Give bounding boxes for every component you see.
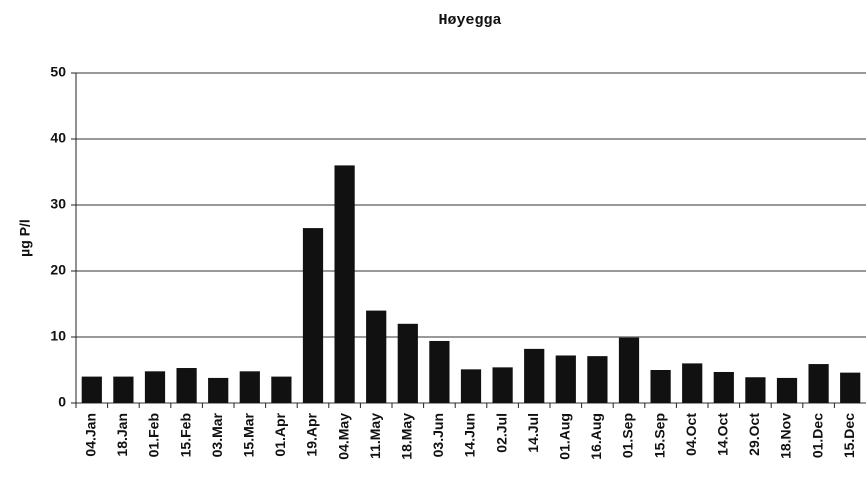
x-tick-label: 15.Sep [651, 413, 667, 458]
x-tick-label: 03.Mar [209, 412, 225, 457]
bar [176, 368, 197, 403]
bar [776, 377, 798, 403]
y-tick-label: 50 [50, 64, 66, 80]
bar [618, 337, 640, 403]
bar [366, 310, 387, 403]
x-tick-label: 14.Jun [462, 413, 478, 457]
bar [460, 369, 482, 403]
bar [650, 370, 671, 403]
y-tick-label: 40 [50, 130, 66, 146]
y-tick-label: 20 [50, 262, 66, 278]
bar [81, 376, 102, 403]
x-tick-label: 15.Feb [177, 413, 193, 457]
bar [524, 348, 545, 403]
x-tick-label: 18.Nov [778, 413, 794, 459]
chart-title: Høyegga [438, 12, 501, 29]
bar [239, 371, 260, 403]
x-tick-label: 01.Apr [272, 412, 288, 456]
bar [808, 364, 829, 403]
x-tick-label: 11.May [367, 413, 383, 459]
bar [555, 355, 576, 403]
x-tick-label: 16.Aug [588, 413, 604, 460]
bar [397, 323, 418, 403]
x-tick-label: 01.Sep [620, 413, 636, 458]
x-tick-label: 19.Apr [304, 412, 320, 456]
x-tick-label: 04.May [335, 413, 351, 460]
bar [429, 340, 450, 403]
bar [113, 376, 134, 403]
x-tick-label: 18.May [399, 413, 415, 460]
x-tick-label: 04.Jan [83, 413, 99, 457]
x-tick-label: 15.Mar [241, 412, 257, 457]
x-tick-label: 02.Jul [493, 413, 509, 453]
bar [334, 165, 355, 403]
x-tick-label: 29.Oct [746, 413, 762, 456]
x-tick-label: 14.Oct [715, 413, 731, 456]
bar [682, 363, 703, 403]
bar [713, 371, 734, 403]
y-axis-label: µg P/l [17, 219, 33, 257]
bar [208, 377, 229, 403]
bar [271, 376, 292, 403]
x-tick-label: 03.Jun [430, 413, 446, 457]
bar [587, 356, 608, 403]
x-tick-label: 14.Jul [525, 413, 541, 453]
bar [302, 228, 324, 403]
bar [840, 372, 861, 403]
x-tick-label: 01.Dec [809, 413, 825, 458]
y-tick-label: 10 [50, 328, 66, 344]
bar [144, 371, 166, 403]
y-tick-label: 0 [58, 394, 66, 410]
x-tick-label: 01.Aug [557, 413, 573, 460]
x-tick-label: 04.Oct [683, 413, 699, 456]
x-tick-label: 15.Dec [841, 413, 857, 458]
bar [745, 377, 766, 403]
x-tick-label: 18.Jan [114, 413, 130, 457]
x-tick-label: 01.Feb [146, 413, 162, 457]
y-tick-label: 30 [50, 196, 66, 212]
bar [492, 367, 513, 403]
